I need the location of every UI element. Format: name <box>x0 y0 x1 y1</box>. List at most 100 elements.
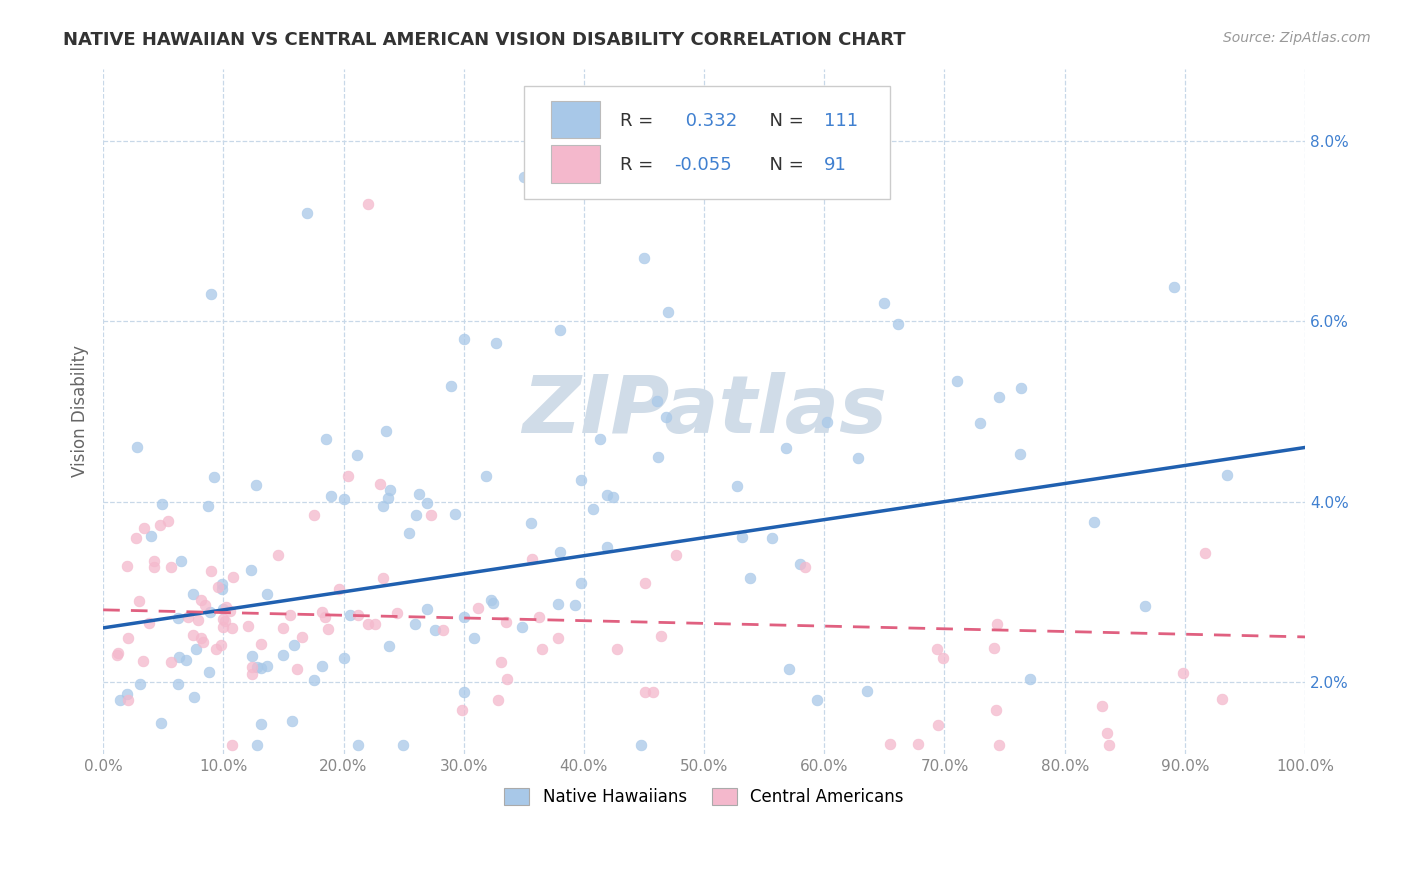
Point <box>117 693 139 707</box>
Point <box>290 631 312 645</box>
Point <box>107 646 129 660</box>
Point <box>548 545 571 559</box>
Point <box>522 551 544 566</box>
Point <box>387 606 409 620</box>
Point <box>485 336 508 351</box>
Text: Source: ZipAtlas.com: Source: ZipAtlas.com <box>1223 31 1371 45</box>
Point <box>987 738 1010 752</box>
Point <box>602 490 624 504</box>
Point <box>375 425 398 439</box>
Point <box>328 582 350 596</box>
Point <box>440 379 463 393</box>
Point <box>221 738 243 752</box>
Point <box>214 614 236 628</box>
Point <box>209 638 232 652</box>
Point <box>160 560 183 574</box>
Point <box>333 492 356 507</box>
Point <box>184 642 207 657</box>
Point <box>513 169 536 184</box>
Point <box>278 608 301 623</box>
Text: R =: R = <box>620 155 659 174</box>
Point <box>416 496 439 510</box>
Point <box>200 565 222 579</box>
FancyBboxPatch shape <box>551 145 599 183</box>
Point <box>986 617 1008 632</box>
Point <box>339 607 361 622</box>
Point <box>453 685 475 699</box>
Point <box>281 714 304 728</box>
Point <box>200 605 222 619</box>
Legend: Native Hawaiians, Central Americans: Native Hawaiians, Central Americans <box>496 780 912 814</box>
Point <box>416 602 439 616</box>
Text: -0.055: -0.055 <box>673 155 731 174</box>
Point <box>314 609 336 624</box>
Point <box>530 642 553 657</box>
Point <box>1211 691 1233 706</box>
Point <box>463 631 485 645</box>
Point <box>150 497 173 511</box>
Point <box>588 432 610 446</box>
Point <box>267 548 290 562</box>
Point <box>548 323 571 337</box>
Text: 91: 91 <box>824 155 848 174</box>
Point <box>256 587 278 601</box>
Point <box>302 673 325 687</box>
Point <box>1095 725 1118 739</box>
Point <box>647 450 669 464</box>
Point <box>181 628 204 642</box>
Point <box>650 629 672 643</box>
Text: N =: N = <box>758 112 810 130</box>
Point <box>128 594 150 608</box>
Text: N =: N = <box>758 155 810 174</box>
Point <box>271 621 294 635</box>
Point <box>420 508 443 523</box>
Point <box>527 609 550 624</box>
Text: 0.332: 0.332 <box>681 112 737 130</box>
Point <box>364 616 387 631</box>
Point <box>336 469 359 483</box>
Point <box>211 582 233 597</box>
Point <box>408 487 430 501</box>
Point <box>321 489 343 503</box>
Point <box>143 554 166 568</box>
Point <box>207 580 229 594</box>
Point <box>1216 467 1239 482</box>
Point <box>193 635 215 649</box>
Point <box>318 623 340 637</box>
Point <box>654 410 676 425</box>
Point <box>194 598 217 612</box>
Point <box>633 251 655 265</box>
Point <box>547 632 569 646</box>
Point <box>150 716 173 731</box>
Point <box>932 651 955 665</box>
Point <box>645 393 668 408</box>
Point <box>212 620 235 634</box>
Point <box>510 620 533 634</box>
Point <box>873 296 896 310</box>
Point <box>346 448 368 462</box>
Point <box>357 617 380 632</box>
Point <box>945 374 967 388</box>
Point <box>778 662 800 676</box>
Point <box>240 667 263 681</box>
Point <box>315 432 337 446</box>
Point <box>170 554 193 568</box>
Point <box>174 653 197 667</box>
Point <box>1010 447 1032 461</box>
Point <box>404 616 426 631</box>
Point <box>630 738 652 752</box>
Point <box>657 305 679 319</box>
Point <box>311 605 333 619</box>
Point <box>794 559 817 574</box>
FancyBboxPatch shape <box>524 86 890 199</box>
Point <box>481 593 503 607</box>
Point <box>489 655 512 669</box>
Point <box>187 613 209 627</box>
Point <box>467 600 489 615</box>
Point <box>222 570 245 584</box>
Point <box>197 665 219 679</box>
Point <box>181 587 204 601</box>
Point <box>132 521 155 535</box>
Point <box>571 473 593 487</box>
Point <box>606 642 628 657</box>
